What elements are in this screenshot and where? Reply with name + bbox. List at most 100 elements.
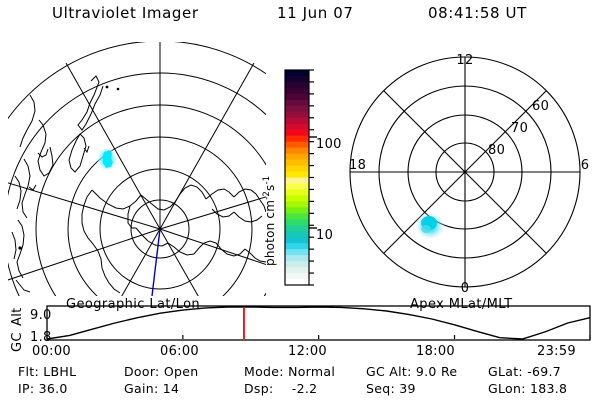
colorbar-swatch bbox=[285, 201, 309, 208]
colorbar-swatch bbox=[285, 249, 309, 256]
mlt-label-6: 6 bbox=[581, 158, 590, 173]
orbit-chart-frame bbox=[46, 305, 591, 341]
mlat-label-70: 70 bbox=[511, 121, 528, 136]
status-glat: GLat: -69.7 bbox=[488, 364, 561, 379]
status-gain-value: 14 bbox=[162, 381, 180, 396]
status-mode-value: Normal bbox=[288, 364, 336, 379]
colorbar-swatch bbox=[285, 273, 309, 280]
orbit-xtick-0600: 06:00 bbox=[160, 344, 199, 359]
colorbar-swatch bbox=[285, 141, 309, 149]
mlt-label-18: 18 bbox=[349, 158, 366, 173]
apex-panel-caption: Apex MLat/MLT bbox=[410, 297, 513, 312]
orbit-altitude-svg bbox=[46, 305, 591, 341]
orbit-ylabel-alt: Alt bbox=[10, 307, 25, 326]
observation-time: 08:41:58 UT bbox=[428, 4, 527, 22]
status-door-label: Door: bbox=[124, 364, 160, 379]
colorbar-swatch bbox=[285, 93, 309, 101]
colorbar-panel bbox=[258, 52, 344, 296]
mlat-label-60: 60 bbox=[532, 99, 549, 114]
orbit-ytick-min: 1.8 bbox=[30, 330, 52, 345]
status-dsp-value: -2.2 bbox=[291, 381, 318, 396]
apex-polar-svg: 12 6 0 18 60 70 80 bbox=[349, 53, 590, 296]
colorbar-swatch bbox=[285, 99, 309, 107]
status-ip: IP: 36.0 bbox=[18, 381, 68, 396]
colorbar-swatch bbox=[285, 183, 309, 191]
status-seq: Seq: 39 bbox=[366, 381, 416, 396]
aurora-emission-region bbox=[96, 146, 118, 172]
status-door: Door: Open bbox=[124, 364, 198, 379]
status-flt: Flt: LBHL bbox=[18, 364, 76, 379]
status-gain-label: Gain: bbox=[124, 381, 159, 396]
colorbar-swatch bbox=[285, 105, 309, 113]
colorbar-exp-1: -2 bbox=[262, 190, 272, 200]
orbit-x-ticks bbox=[46, 335, 591, 339]
colorbar-swatch bbox=[285, 195, 309, 202]
mlt-label-0: 0 bbox=[461, 281, 470, 296]
colorbar-tick-label-10: 10 bbox=[316, 228, 334, 243]
status-dsp-label: Dsp: bbox=[244, 381, 274, 396]
status-flt-label: Flt: bbox=[18, 364, 39, 379]
colorbar-exp-2: -1 bbox=[262, 175, 272, 185]
status-seq-value: 39 bbox=[399, 381, 416, 396]
status-mode-label: Mode: bbox=[244, 364, 284, 379]
colorbar-swatch bbox=[285, 81, 309, 89]
colorbar-swatch bbox=[285, 70, 309, 77]
colorbar-swatch bbox=[285, 207, 309, 214]
colorbar-swatch bbox=[285, 171, 309, 179]
status-glat-label: GLat: bbox=[488, 364, 523, 379]
colorbar-swatch bbox=[285, 243, 309, 250]
status-mode: Mode: Normal bbox=[244, 364, 335, 379]
status-ip-label: IP: bbox=[18, 381, 35, 396]
colorbar-swatch bbox=[285, 237, 309, 244]
geographic-polar-map[interactable] bbox=[8, 42, 266, 297]
mlat-label-80: 80 bbox=[488, 143, 505, 158]
status-dsp: Dsp: -2.2 bbox=[244, 381, 317, 396]
colorbar-swatch bbox=[285, 261, 309, 268]
orbit-xtick-0000: 00:00 bbox=[32, 344, 71, 359]
status-door-value: Open bbox=[163, 364, 199, 379]
instrument-title: Ultraviolet Imager bbox=[52, 4, 199, 22]
geographic-panel-caption: Geographic Lat/Lon bbox=[66, 297, 201, 312]
orbit-altitude-chart[interactable] bbox=[0, 296, 600, 358]
apex-polar-plot[interactable]: 12 6 0 18 60 70 80 bbox=[340, 42, 596, 298]
colorbar-tick-label-100: 100 bbox=[316, 137, 342, 152]
colorbar-swatch bbox=[285, 159, 309, 167]
header-bar: Ultraviolet Imager 11 Jun 07 08:41:58 UT bbox=[0, 4, 600, 30]
status-gcalt: GC Alt: 9.0 Re bbox=[366, 364, 457, 379]
colorbar-swatch bbox=[285, 177, 309, 185]
status-glon: GLon: 183.8 bbox=[488, 381, 567, 396]
colorbar-swatch bbox=[285, 165, 309, 173]
status-flt-value: LBHL bbox=[43, 364, 77, 379]
status-footer: Flt: LBHL IP: 36.0 Door: Open Gain: 14 M… bbox=[0, 362, 600, 400]
status-glon-value: 183.8 bbox=[530, 381, 568, 396]
colorbar-swatch bbox=[285, 75, 309, 83]
colorbar-swatch bbox=[285, 153, 309, 161]
orbit-xtick-1800: 18:00 bbox=[416, 344, 455, 359]
status-gcalt-value: 9.0 Re bbox=[415, 364, 458, 379]
orbit-ylabel-gc: GC bbox=[10, 332, 25, 352]
colorbar-svg bbox=[284, 69, 317, 286]
status-seq-label: Seq: bbox=[366, 381, 395, 396]
colorbar-swatch bbox=[285, 279, 309, 286]
colorbar-gradient bbox=[285, 70, 309, 286]
status-glon-label: GLon: bbox=[488, 381, 526, 396]
geographic-map-svg bbox=[8, 42, 266, 297]
mlt-label-12: 12 bbox=[456, 53, 473, 68]
colorbar-swatch bbox=[285, 123, 309, 131]
colorbar-swatch bbox=[285, 219, 309, 226]
colorbar-swatch bbox=[285, 225, 309, 232]
status-ip-value: 36.0 bbox=[38, 381, 68, 396]
colorbar-axis-label-text: photon cm bbox=[263, 199, 277, 266]
colorbar-swatch bbox=[285, 135, 309, 143]
orbit-ytick-max: 9.0 bbox=[30, 308, 52, 323]
colorbar-swatch bbox=[285, 111, 309, 119]
orbit-xtick-2359: 23:59 bbox=[537, 344, 576, 359]
colorbar-swatch bbox=[285, 87, 309, 95]
colorbar-swatch bbox=[285, 129, 309, 137]
colorbar-ticks bbox=[309, 69, 314, 286]
colorbar-axis-label-s: s bbox=[263, 184, 277, 191]
colorbar-axis-label: photon cm-2s-1 bbox=[262, 176, 277, 266]
colorbar-swatch bbox=[285, 267, 309, 274]
colorbar-swatch bbox=[285, 147, 309, 155]
